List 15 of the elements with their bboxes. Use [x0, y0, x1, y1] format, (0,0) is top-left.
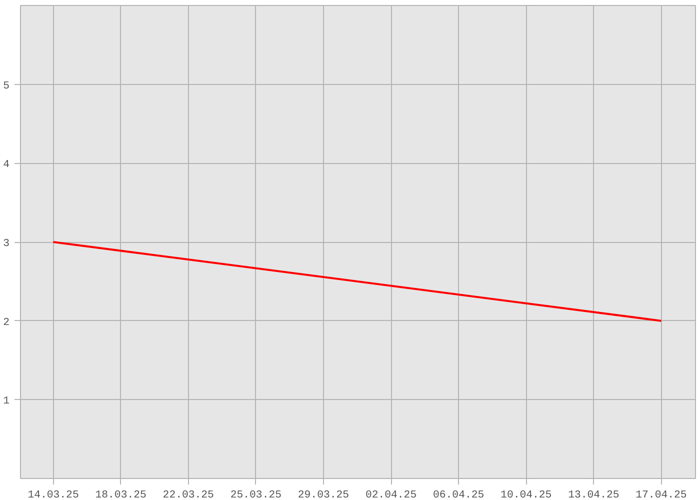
x-tick-label: 06.04.25 [433, 490, 484, 500]
y-tick-label: 4 [3, 159, 10, 172]
x-tick-label: 18.03.25 [95, 490, 146, 500]
y-tick-label: 5 [3, 80, 10, 92]
x-tick-label: 29.03.25 [298, 490, 350, 500]
y-tick-label: 3 [3, 238, 10, 250]
x-tick-label: 22.03.25 [162, 490, 214, 500]
x-tick-label: 13.04.25 [568, 490, 620, 500]
x-tick-label: 14.03.25 [28, 490, 79, 500]
x-tick-label: 10.04.25 [500, 490, 552, 500]
x-tick-label: 17.04.25 [636, 490, 687, 500]
x-tick-label: 02.04.25 [365, 490, 417, 500]
y-tick-label: 2 [3, 316, 10, 329]
y-tick-label: 1 [3, 396, 10, 408]
x-tick-label: 25.03.25 [230, 490, 282, 500]
